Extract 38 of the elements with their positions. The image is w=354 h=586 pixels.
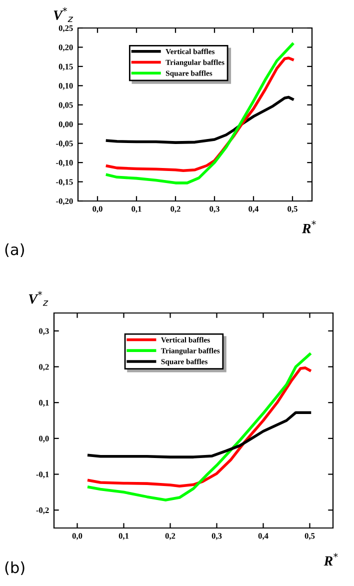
x-axis-title: R$^{*}$ xyxy=(302,220,316,234)
x-tick-label: 0,1 xyxy=(118,533,129,540)
text: (a) xyxy=(5,243,24,258)
y-tick-label: 0,15 xyxy=(58,64,73,71)
x-tick-label: 0,0 xyxy=(92,206,102,213)
text: (b) xyxy=(5,561,24,576)
line-series xyxy=(106,42,294,184)
y-tick-label: 0,3 xyxy=(39,328,49,336)
y-tick-label: -0,20 xyxy=(56,198,73,206)
x-tick-label: 0,2 xyxy=(170,206,180,213)
y-tick-label: -0,2 xyxy=(36,507,49,514)
x-tick-label: 0,4 xyxy=(258,533,268,540)
y-tick-label: 0,2 xyxy=(39,364,49,371)
y-tick-label: 0,25 xyxy=(58,25,73,32)
x-tick-label: 0,0 xyxy=(72,533,82,540)
x-tick-label: 0,3 xyxy=(212,533,222,540)
x-tick-label: 0,4 xyxy=(248,206,259,213)
y-axis-title: V$^{*}$$_{z}$ xyxy=(28,290,48,306)
y-tick-label: -0,15 xyxy=(56,179,73,186)
y-tick-label: 0,05 xyxy=(58,102,73,110)
x-tick-label: 0,5 xyxy=(304,533,315,540)
y-tick-label: 0,1 xyxy=(39,400,49,407)
y-tick-label: -0,05 xyxy=(56,140,73,148)
y-tick-label: -0,10 xyxy=(56,160,73,167)
line-series xyxy=(87,411,312,458)
line-series xyxy=(87,366,312,488)
y-axis-title: V$^{*}$$_{z}$ xyxy=(54,7,74,22)
x-tick-label: 0,5 xyxy=(288,206,298,213)
y-tick-label: 0,20 xyxy=(58,44,73,52)
line-series xyxy=(106,96,294,144)
y-tick-label: 0,00 xyxy=(58,121,73,128)
y-tick-label: 0,0 xyxy=(39,436,49,443)
x-tick-label: 0,1 xyxy=(132,206,142,213)
x-tick-label: 0,2 xyxy=(165,533,176,540)
y-tick-label: -0,1 xyxy=(36,472,49,478)
x-axis-title: R$^{*}$ xyxy=(324,552,338,566)
y-tick-label: 0,10 xyxy=(58,83,73,90)
x-tick-label: 0,3 xyxy=(210,206,220,213)
